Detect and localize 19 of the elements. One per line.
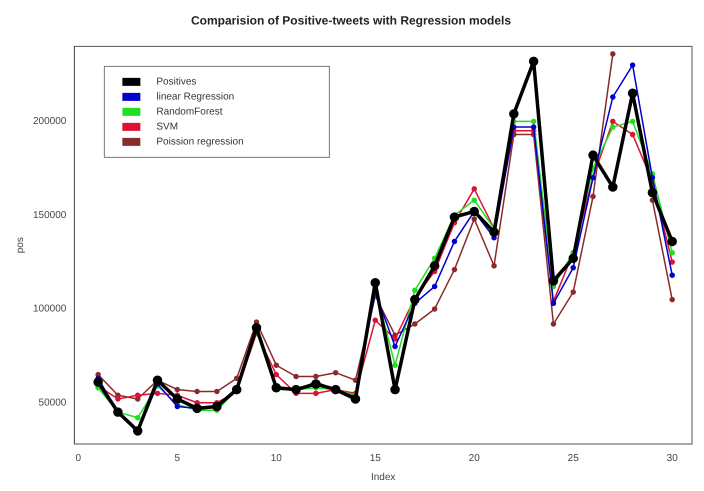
x-tick-label: 5 — [174, 452, 181, 464]
y-tick-label: 50000 — [38, 397, 67, 408]
x-axis-title: Index — [370, 472, 396, 483]
legend-label: linear Regression — [156, 92, 234, 103]
y-tick-label: 150000 — [32, 210, 67, 221]
x-tick-label: 30 — [666, 452, 678, 464]
x-tick-label: 15 — [370, 452, 382, 464]
x-tick-label: 0 — [76, 452, 82, 464]
y-tick-label: 100000 — [32, 304, 67, 315]
chart-title: Comparision of Positive-tweets with Regression models — [190, 14, 512, 28]
legend-label: RandomForest — [156, 106, 223, 118]
y-axis-title: pos — [14, 237, 26, 254]
legend-label: Poission regression — [156, 136, 244, 148]
x-tick-label: 25 — [568, 452, 580, 464]
x-tick-label: 10 — [270, 452, 282, 464]
legend-label: SVM — [156, 122, 178, 133]
y-tick-label: 200000 — [32, 116, 67, 128]
legend-label: Positives — [156, 76, 196, 88]
x-tick-label: 20 — [468, 452, 480, 464]
